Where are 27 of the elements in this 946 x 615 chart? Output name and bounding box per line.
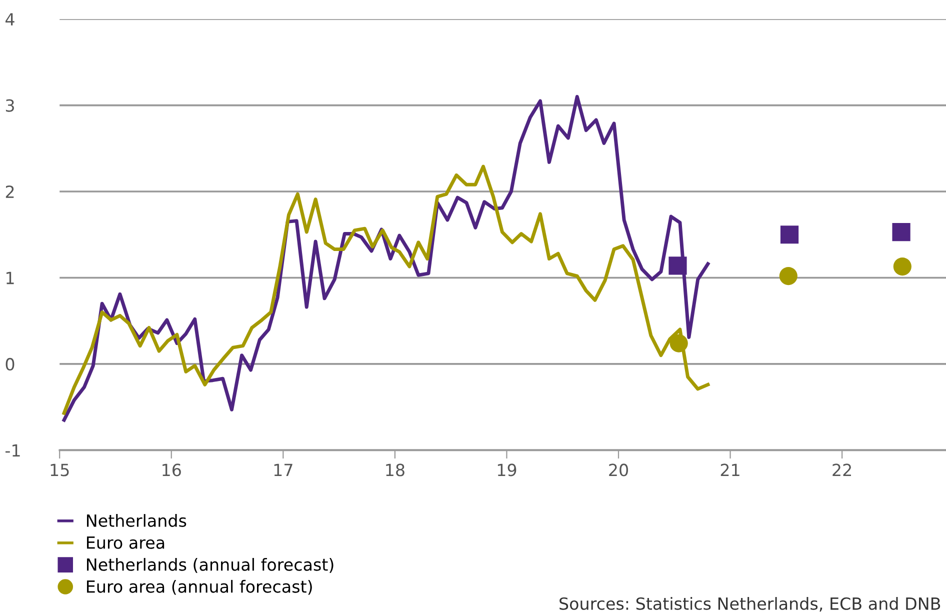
point xyxy=(670,334,688,352)
point xyxy=(668,256,687,275)
x-tick-label: 17 xyxy=(274,464,292,476)
point xyxy=(893,257,912,276)
x-tick-label: 16 xyxy=(162,464,181,476)
x-tick-label: 18 xyxy=(386,464,404,476)
line-series xyxy=(62,164,710,415)
y-tick-label: 2 xyxy=(6,185,14,198)
legend-label: Euro area (annual forecast) xyxy=(87,580,312,595)
x-tick-label: 19 xyxy=(498,464,516,476)
point xyxy=(780,226,799,244)
legend-label: Netherlands xyxy=(87,514,186,527)
point xyxy=(779,266,798,286)
y-tick-label: 1 xyxy=(6,272,14,284)
legend-label: Euro area xyxy=(87,536,164,549)
x-tick-label: 22 xyxy=(832,464,851,476)
line-series xyxy=(62,94,710,422)
y-tick-label: 4 xyxy=(6,13,14,26)
x-tick-label: 21 xyxy=(720,464,740,476)
y-tick-label: 3 xyxy=(6,99,14,112)
legend-label: Netherlands (annual forecast) xyxy=(87,558,334,573)
y-tick-label: -1 xyxy=(6,444,20,457)
y-tick-label: 0 xyxy=(6,358,14,371)
point xyxy=(892,222,910,242)
x-tick-label: 15 xyxy=(50,464,69,476)
x-tick-label: 20 xyxy=(609,464,628,476)
source-note: Sources: Statistics Netherlands, ECB and DNB xyxy=(560,597,940,612)
